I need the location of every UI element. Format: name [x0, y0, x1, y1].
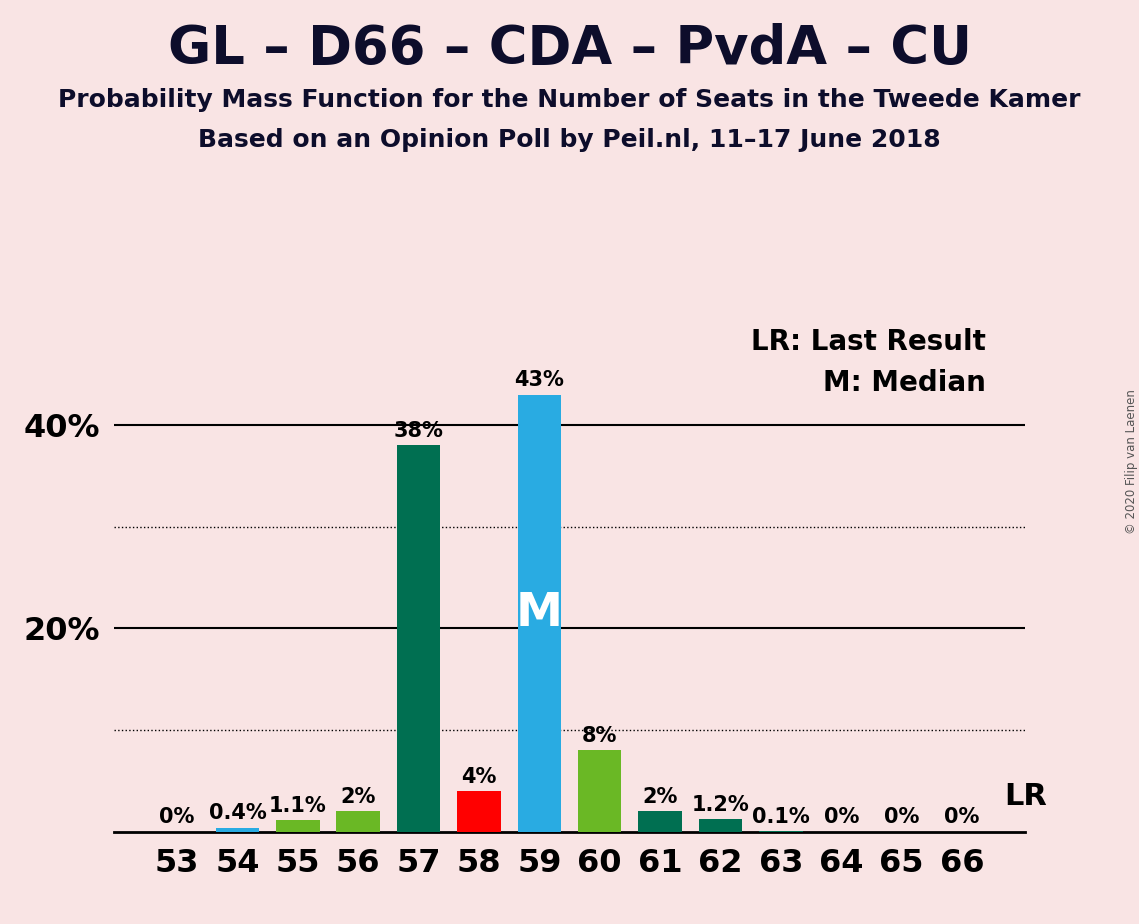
- Text: Probability Mass Function for the Number of Seats in the Tweede Kamer: Probability Mass Function for the Number…: [58, 88, 1081, 112]
- Text: M: M: [516, 590, 563, 636]
- Text: 8%: 8%: [582, 726, 617, 747]
- Bar: [215, 828, 260, 832]
- Bar: [396, 445, 441, 832]
- Bar: [276, 821, 320, 832]
- Text: 0.4%: 0.4%: [208, 804, 267, 823]
- Bar: [759, 831, 803, 832]
- Text: GL – D66 – CDA – PvdA – CU: GL – D66 – CDA – PvdA – CU: [167, 23, 972, 75]
- Text: 4%: 4%: [461, 767, 497, 787]
- Text: 2%: 2%: [642, 787, 678, 808]
- Text: 1.2%: 1.2%: [691, 796, 749, 815]
- Bar: [638, 811, 682, 832]
- Text: Based on an Opinion Poll by Peil.nl, 11–17 June 2018: Based on an Opinion Poll by Peil.nl, 11–…: [198, 128, 941, 152]
- Text: 0%: 0%: [159, 807, 195, 826]
- Text: LR: Last Result: LR: Last Result: [752, 328, 986, 357]
- Text: LR: LR: [1005, 782, 1047, 810]
- Bar: [517, 395, 562, 832]
- Bar: [698, 820, 743, 832]
- Text: M: Median: M: Median: [823, 369, 986, 397]
- Bar: [336, 811, 380, 832]
- Bar: [577, 750, 622, 832]
- Text: 38%: 38%: [394, 421, 443, 442]
- Text: 2%: 2%: [341, 787, 376, 808]
- Text: 0%: 0%: [884, 807, 919, 826]
- Text: 0.1%: 0.1%: [752, 807, 810, 826]
- Text: 0%: 0%: [823, 807, 859, 826]
- Text: 0%: 0%: [944, 807, 980, 826]
- Bar: [457, 791, 501, 832]
- Text: 43%: 43%: [515, 371, 564, 391]
- Text: © 2020 Filip van Laenen: © 2020 Filip van Laenen: [1124, 390, 1138, 534]
- Text: 1.1%: 1.1%: [269, 796, 327, 817]
